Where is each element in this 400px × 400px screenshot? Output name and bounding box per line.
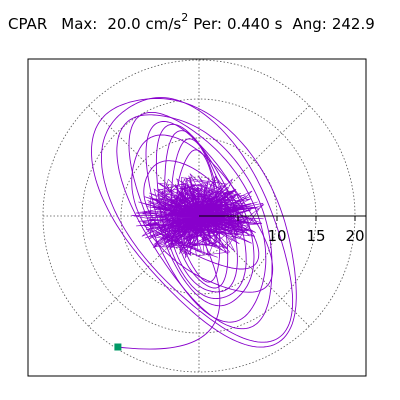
max-label: Max: <box>61 15 98 33</box>
orbit-loop <box>164 130 238 293</box>
radial-tick-label: 15 <box>306 227 325 245</box>
radial-axis: 10 15 20 <box>199 215 366 245</box>
orbit-loop <box>131 134 274 293</box>
motion-trace <box>91 97 297 350</box>
max-value: 20.0 cm/s2 <box>107 11 189 33</box>
radial-tick-label: 20 <box>345 227 364 245</box>
end-point-marker <box>114 343 122 351</box>
orbit-loop <box>91 98 297 348</box>
station-code: CPAR <box>8 15 48 33</box>
orbit-loop <box>143 160 260 270</box>
end-marker-group <box>114 343 122 351</box>
trace-tail <box>117 239 221 350</box>
central-motion <box>131 173 265 259</box>
orbit-loop <box>116 114 273 330</box>
max-unit-exponent: 2 <box>181 11 189 24</box>
per-value: 0.440 s <box>226 15 283 33</box>
orbit-loop <box>176 149 221 283</box>
ang-label: Ang: <box>292 15 327 33</box>
chart-title: CPAR Max: 20.0 cm/s2 Per: 0.440 s Ang: 242.9 <box>8 11 375 34</box>
ang-value: 242.9 <box>331 15 375 33</box>
orbit-loop <box>145 121 255 307</box>
orbit-loop <box>101 97 294 343</box>
radial-tick-label: 10 <box>267 227 286 245</box>
per-label: Per: <box>193 15 222 33</box>
